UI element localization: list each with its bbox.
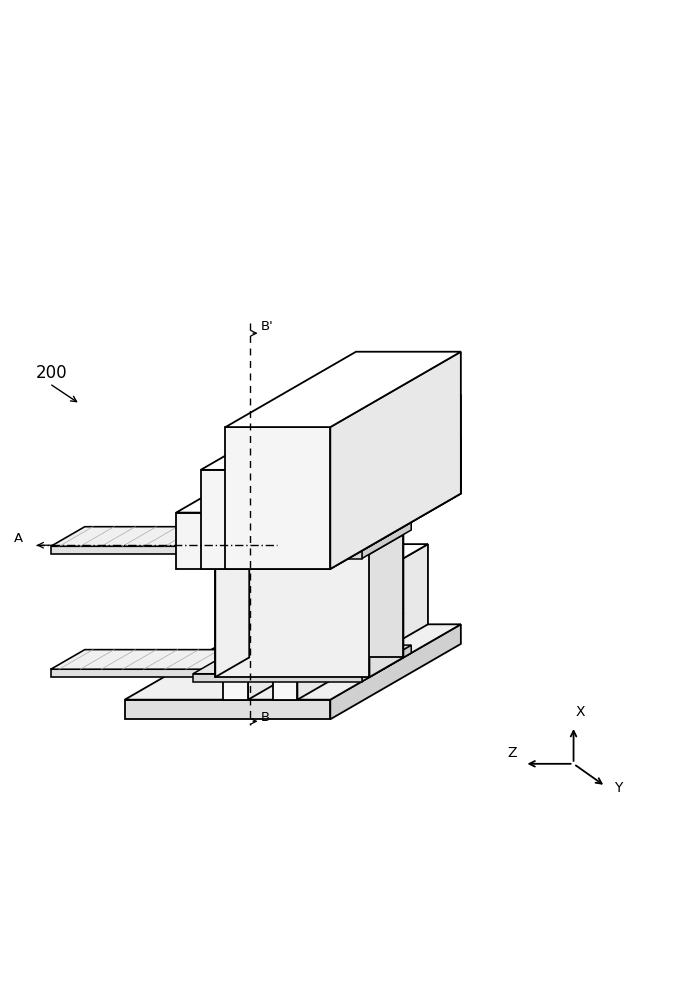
Polygon shape: [215, 554, 369, 677]
Polygon shape: [193, 522, 243, 559]
Text: A: A: [14, 532, 23, 545]
Text: A': A': [270, 532, 282, 545]
Polygon shape: [330, 437, 461, 569]
Polygon shape: [330, 394, 461, 569]
Text: 202: 202: [334, 499, 359, 512]
Polygon shape: [226, 427, 330, 569]
Polygon shape: [224, 544, 378, 620]
Polygon shape: [125, 700, 330, 719]
Polygon shape: [226, 352, 461, 427]
Polygon shape: [369, 535, 403, 677]
Polygon shape: [51, 650, 249, 669]
Polygon shape: [272, 620, 297, 700]
Text: B: B: [261, 711, 270, 724]
Polygon shape: [215, 527, 249, 554]
Polygon shape: [215, 650, 249, 677]
Polygon shape: [215, 535, 403, 554]
Text: 200: 200: [36, 364, 67, 382]
Text: Y: Y: [614, 781, 622, 795]
Text: 222: 222: [111, 533, 136, 546]
Polygon shape: [215, 535, 249, 677]
Text: 210: 210: [301, 646, 327, 659]
Polygon shape: [330, 352, 461, 569]
Text: 222: 222: [150, 663, 175, 676]
Polygon shape: [176, 437, 461, 513]
Polygon shape: [362, 522, 411, 559]
Polygon shape: [193, 522, 411, 551]
Text: 210: 210: [325, 642, 350, 655]
Polygon shape: [176, 513, 330, 569]
Text: X: X: [576, 705, 585, 719]
Text: Z: Z: [507, 746, 517, 760]
Polygon shape: [193, 551, 362, 559]
Polygon shape: [330, 624, 461, 719]
Polygon shape: [272, 544, 428, 620]
Polygon shape: [193, 674, 362, 682]
Text: B': B': [261, 320, 273, 333]
Text: 212: 212: [380, 604, 405, 617]
Polygon shape: [362, 645, 411, 682]
Polygon shape: [224, 620, 248, 700]
Polygon shape: [193, 645, 411, 674]
Polygon shape: [297, 544, 428, 700]
Polygon shape: [248, 544, 378, 700]
Text: 220: 220: [276, 541, 301, 554]
Text: 204: 204: [310, 454, 335, 467]
Polygon shape: [51, 669, 215, 677]
Polygon shape: [201, 470, 330, 569]
Polygon shape: [51, 546, 215, 554]
Polygon shape: [51, 527, 249, 546]
Polygon shape: [125, 624, 461, 700]
Polygon shape: [249, 535, 403, 657]
Polygon shape: [201, 394, 461, 470]
